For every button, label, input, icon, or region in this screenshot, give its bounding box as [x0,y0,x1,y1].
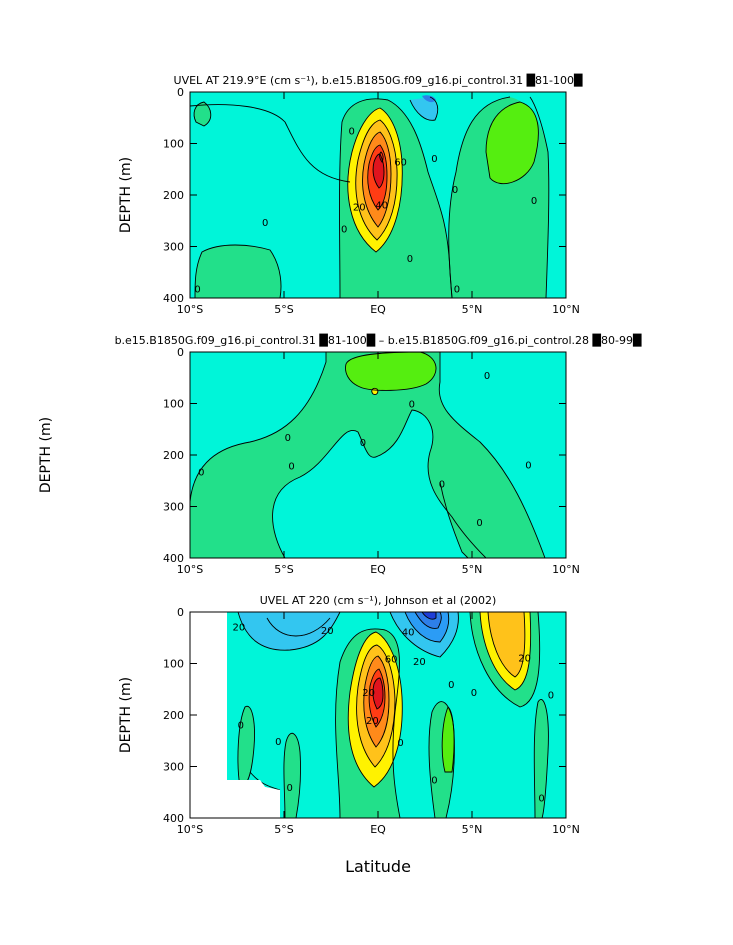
contour-label: 0 [360,438,366,449]
y-tick-label: 200 [163,189,184,202]
x-tick-label: 5°N [462,563,483,576]
contour-label: 0 [198,467,204,478]
contour-label: 0 [452,185,458,196]
contour-label: 40 [402,628,415,639]
contour-label: 0 [238,720,244,731]
contour-label: 0 [484,371,490,382]
contour-label: 40 [375,200,388,211]
x-tick-label: 5°S [274,823,293,836]
x-tick-label: EQ [370,823,386,836]
contour-label: 0 [454,285,460,296]
contour-label: 0 [471,688,477,699]
contour-label: 0 [397,738,403,749]
contour-label: 20 [413,657,426,668]
contour-label: 0 [262,218,268,229]
y-tick-label: 300 [163,501,184,514]
x-tick-label: 10°S [177,303,203,316]
contour-label: 0 [525,460,531,471]
x-tick-label: 10°N [552,563,580,576]
contour-label: 20 [233,622,246,633]
y-tick-label: 0 [177,606,184,619]
x-tick-label: 5°N [462,303,483,316]
y-tick-label: 200 [163,709,184,722]
contour-label: 0 [531,196,537,207]
contour-label: 0 [275,737,281,748]
panel-1-title: UVEL AT 219.9°E (cm s⁻¹), b.e15.B1850G.f… [174,73,583,87]
x-tick-label: 5°S [274,563,293,576]
x-axis-label: Latitude [345,857,411,876]
contour-label: 0 [341,224,347,235]
x-tick-label: 5°N [462,823,483,836]
y-tick-label: 400 [163,812,184,825]
x-tick-label: 10°S [177,823,203,836]
contour-label: 0 [194,285,200,296]
contour-label: 60 [385,654,398,665]
contour-label: 0 [288,461,294,472]
x-tick-label: 10°S [177,563,203,576]
panel-3-title: UVEL AT 220 (cm s⁻¹), Johnson et al (200… [260,594,497,607]
contour-label: 0 [431,154,437,165]
panel-2 [189,351,567,559]
contour-label: 0 [448,680,454,691]
panel-3-ylabel: DEPTH (m) [118,677,134,753]
panel-1-ylabel: DEPTH (m) [118,157,134,233]
contour-label: 0 [476,518,482,529]
panel-3-text: UVEL AT 220 (cm s⁻¹), Johnson et al (200… [118,594,580,836]
y-tick-label: 100 [163,138,184,151]
y-tick-label: 300 [163,761,184,774]
y-tick-label: 0 [177,346,184,359]
y-tick-label: 400 [163,552,184,565]
contour-label: 0 [548,690,554,701]
y-tick-label: 300 [163,241,184,254]
contour-label: 0 [431,775,437,786]
contour-label: 0 [348,127,354,138]
contour-label: 0 [286,783,292,794]
contour-label: 20 [353,202,366,213]
contour-label: 20 [366,716,379,727]
x-tick-label: 10°N [552,303,580,316]
panel-2-title: b.e15.B1850G.f09_g16.pi_control.31 █81-1… [115,333,642,347]
panel-1-text: UVEL AT 219.9°E (cm s⁻¹), b.e15.B1850G.f… [118,73,583,316]
contour-label: 20 [518,653,531,664]
y-tick-label: 400 [163,292,184,305]
x-tick-label: 10°N [552,823,580,836]
y-tick-label: 100 [163,398,184,411]
x-tick-label: 5°S [274,303,293,316]
y-tick-label: 100 [163,658,184,671]
x-tick-label: EQ [370,303,386,316]
panel-2-text: b.e15.B1850G.f09_g16.pi_control.31 █81-1… [115,333,642,576]
contour-label: 0 [439,479,445,490]
panel-1 [189,91,567,299]
y-tick-label: 0 [177,86,184,99]
y-tick-label: 200 [163,449,184,462]
contour-label: 20 [362,688,375,699]
panel-3 [189,611,567,819]
contour-label: 0 [407,254,413,265]
middle-ylabel: DEPTH (m) [38,417,54,493]
contour-label: 20 [321,626,334,637]
contour-label: 0 [538,793,544,804]
contour-label: 60 [394,158,407,169]
x-tick-label: EQ [370,563,386,576]
contour-label: 0 [285,433,291,444]
contour-label: 0 [409,400,415,411]
